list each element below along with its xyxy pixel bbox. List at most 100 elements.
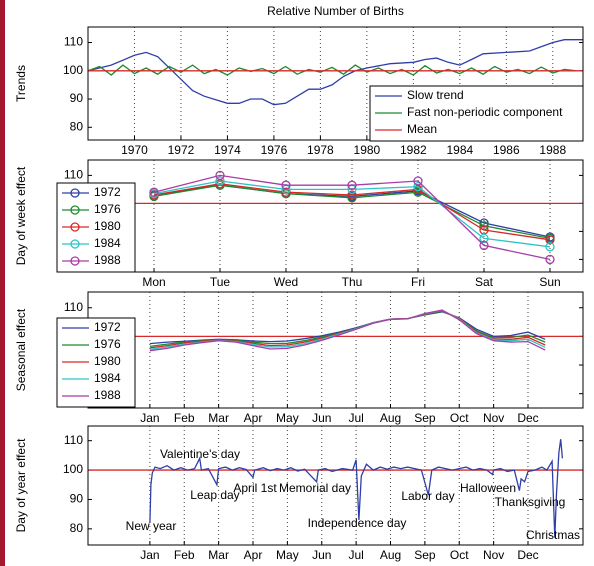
legend-box xyxy=(369,85,584,142)
marker xyxy=(281,187,291,197)
x-tick-label: 1976 xyxy=(261,143,288,157)
legend-label: Slow trend xyxy=(407,88,464,102)
y-axis-label: Trends xyxy=(14,65,28,102)
legend-box xyxy=(56,317,136,408)
series-line xyxy=(153,183,551,241)
y-axis-label: Seasonal effect xyxy=(14,308,28,391)
annotation: April 1st xyxy=(233,481,277,495)
x-tick-label: Sep xyxy=(414,548,436,562)
y-axis-label: Day of year effect xyxy=(14,438,28,532)
x-tick-label: Mar xyxy=(208,548,229,562)
x-tick-label: 1980 xyxy=(354,143,381,157)
x-tick-label: Jul xyxy=(348,548,363,562)
legend-label: 1976 xyxy=(94,202,121,216)
x-tick-label: Sep xyxy=(414,411,436,425)
x-tick-label: Sun xyxy=(539,275,560,289)
y-tick-label: 110 xyxy=(64,168,83,182)
legend-marker xyxy=(70,239,80,249)
x-tick-label: Nov xyxy=(483,548,504,562)
legend-label: 1972 xyxy=(94,320,121,334)
y-axis-label: Day of week effect xyxy=(14,166,28,265)
x-tick-label: Dec xyxy=(517,411,538,425)
series-line xyxy=(87,39,583,106)
legend-marker xyxy=(70,188,80,198)
x-tick-label: Jul xyxy=(348,411,363,425)
x-tick-label: Jun xyxy=(312,411,331,425)
x-tick-label: Oct xyxy=(450,411,469,425)
border-strip xyxy=(0,0,5,566)
series-line xyxy=(153,174,551,261)
marker xyxy=(215,170,225,181)
plot-frame xyxy=(87,159,584,273)
legend-label: 1972 xyxy=(94,185,121,199)
chart-title: Relative Number of Births xyxy=(267,4,404,18)
marker xyxy=(545,254,555,265)
x-tick-label: 1984 xyxy=(446,143,473,157)
legend-label: 1980 xyxy=(94,354,121,368)
x-tick-label: May xyxy=(276,411,299,425)
y-tick-label: 100 xyxy=(63,63,83,77)
plot-frame xyxy=(87,425,584,546)
x-tick-label: Jan xyxy=(140,411,159,425)
marker xyxy=(149,187,159,197)
y-tick-label: 110 xyxy=(64,35,83,49)
x-tick-label: Dec xyxy=(517,548,538,562)
legend-label: 1988 xyxy=(94,253,121,267)
marker xyxy=(281,180,291,190)
annotation: New year xyxy=(126,519,177,533)
y-tick-label: 80 xyxy=(70,119,84,133)
x-tick-label: 1970 xyxy=(121,143,148,157)
x-tick-label: Jun xyxy=(312,548,331,562)
x-tick-label: Apr xyxy=(244,411,263,425)
y-tick-label: 90 xyxy=(70,492,84,506)
annotation: Christmas xyxy=(526,528,580,542)
plot-frame xyxy=(87,291,584,409)
x-tick-label: Wed xyxy=(274,275,298,289)
x-tick-label: Oct xyxy=(450,548,469,562)
legend-marker xyxy=(70,205,80,215)
legend-label: 1988 xyxy=(94,388,121,402)
x-tick-label: Nov xyxy=(483,411,504,425)
series-line xyxy=(87,64,577,76)
x-tick-label: Feb xyxy=(174,411,195,425)
x-tick-label: Aug xyxy=(380,411,401,425)
annotation: Thanksgiving xyxy=(495,495,566,509)
legend-label: Fast non-periodic component xyxy=(407,105,563,119)
annotation: Memorial day xyxy=(279,481,351,495)
x-tick-label: 1972 xyxy=(168,143,195,157)
x-tick-label: Tue xyxy=(210,275,231,289)
annotation: Halloween xyxy=(460,481,516,495)
legend-marker xyxy=(70,256,80,266)
x-tick-label: Thu xyxy=(342,275,363,289)
x-tick-label: Feb xyxy=(174,548,195,562)
annotation: Valentine's day xyxy=(160,447,240,461)
x-tick-label: 1974 xyxy=(214,143,241,157)
marker xyxy=(479,218,489,228)
series-line xyxy=(149,311,546,345)
marker xyxy=(545,242,555,252)
marker xyxy=(479,233,489,244)
marker xyxy=(215,176,225,186)
y-tick-label: 100 xyxy=(63,462,83,476)
x-tick-label: Sat xyxy=(475,275,494,289)
legend-marker xyxy=(70,222,80,232)
y-tick-label: 110 xyxy=(64,300,83,314)
x-tick-label: Mar xyxy=(208,411,229,425)
marker xyxy=(479,240,489,251)
legend-label: 1984 xyxy=(94,371,121,385)
x-tick-label: Apr xyxy=(244,548,263,562)
marker xyxy=(413,176,423,186)
x-tick-label: 1986 xyxy=(493,143,520,157)
marker xyxy=(545,235,555,245)
x-tick-label: Mon xyxy=(142,275,165,289)
annotation: Independence day xyxy=(308,516,407,530)
marker xyxy=(413,181,423,192)
y-tick-label: 110 xyxy=(64,433,83,447)
annotation: Labor day xyxy=(401,489,454,503)
legend-label: 1976 xyxy=(94,337,121,351)
x-tick-label: Aug xyxy=(380,548,401,562)
annotation: Leap day xyxy=(190,488,239,502)
plot-frame xyxy=(87,26,584,141)
